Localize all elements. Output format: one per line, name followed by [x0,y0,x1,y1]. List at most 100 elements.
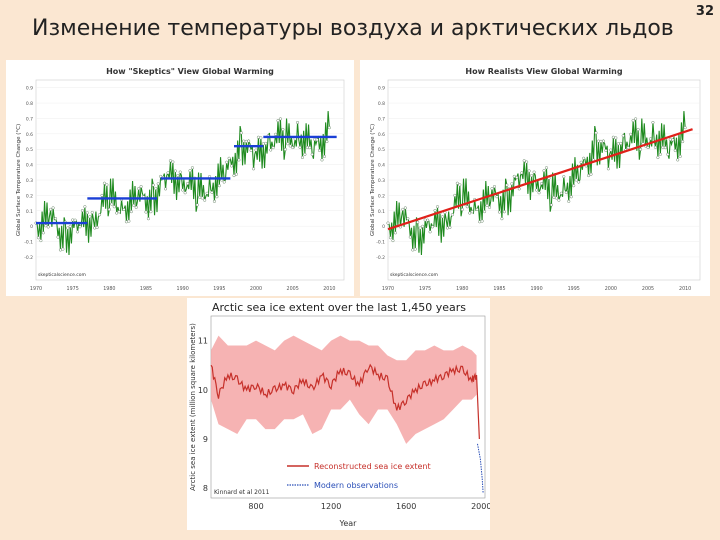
y-tick-label: 0.3 [378,178,385,184]
skeptics-chart-panel: How "Skeptics" View Global Warming Global… [6,60,354,296]
y-tick-label: 0.9 [378,86,385,92]
temperature-point [532,170,536,174]
temperature-point [261,142,265,146]
temperature-point [520,171,524,175]
x-tick-label: 1985 [140,286,152,292]
temperature-point [88,215,92,219]
temperature-point [408,235,412,239]
temperature-point [274,132,278,136]
temperature-point [515,175,519,179]
temperature-point [455,181,459,185]
temperature-point [587,174,591,178]
plot-frame [210,315,486,499]
temperature-point [264,141,268,145]
temperature-point [448,225,452,229]
temperature-point [549,203,553,207]
temperature-point [557,198,561,202]
temperature-point [579,160,583,164]
temperature-point [222,180,226,184]
temperature-point [242,139,246,143]
chart-title: How "Skeptics" View Global Warming [106,67,274,76]
realist-trend-line [387,128,693,231]
temperature-point [124,220,128,224]
temperature-point [190,166,194,170]
chart-title: Arctic sea ice extent over the last 1,45… [212,301,466,314]
temperature-point [631,119,635,123]
temperature-point [413,247,417,251]
temperature-point [453,193,457,197]
temperature-point [276,119,280,123]
reconstructed-ice-line [210,363,480,439]
temperature-point [303,152,307,156]
temperature-point [569,195,573,199]
y-tick-label: 0.2 [378,193,385,199]
temperature-point [112,205,116,209]
temperature-point [426,218,430,222]
temperature-point [232,174,236,178]
sea-ice-chart-panel: Arctic sea ice extent over the last 1,45… [187,298,490,530]
temperature-point [606,167,610,171]
watermark: skepticalscience.com [38,272,86,278]
temperature-point [554,196,558,200]
temperature-point [296,121,300,125]
temperature-point [327,126,331,130]
x-tick-label: 2000 [250,286,262,292]
temperature-point [298,145,302,149]
y-tick-label: -0.1 [24,240,33,246]
temperature-point [54,217,58,221]
temperature-point [254,148,258,152]
temperature-point [497,210,501,214]
temperature-point [146,217,150,221]
temperature-point [450,213,454,217]
chart-title: How Realists View Global Warming [465,67,622,76]
temperature-point [46,225,50,229]
temperature-point [154,186,158,190]
y-tick-label: 0.6 [378,132,385,138]
temperature-point [490,187,494,191]
temperature-point [188,169,192,173]
temperature-point [485,203,489,207]
temperature-point [98,213,102,217]
temperature-point [411,248,415,252]
y-axis-label: Arctic sea ice extent (million square ki… [189,323,197,491]
temperature-point [681,140,685,144]
x-tick-label: 1970 [382,286,394,292]
y-tick-label: 0.9 [26,86,33,92]
temperature-point [168,159,172,163]
temperature-point [540,182,544,186]
temperature-point [217,184,221,188]
temperature-point [574,178,578,182]
temperature-point [259,136,263,140]
temperature-point [676,158,680,162]
temperature-point [619,141,623,145]
temperature-point [68,224,72,228]
temperature-point [51,206,55,210]
temperature-point [646,146,650,150]
x-axis-label: Year [339,519,358,528]
temperature-point [156,182,160,186]
temperature-point [609,148,613,152]
temperature-point [626,146,630,150]
temperature-point [85,211,89,215]
temperature-point [428,230,432,234]
x-tick-label: 2000 [605,286,617,292]
temperature-point [658,152,662,156]
temperature-point [527,169,531,173]
y-tick-label: 11 [198,337,208,346]
temperature-point [639,147,643,151]
y-tick-label: -0.1 [376,240,385,246]
temperature-point [393,231,397,235]
x-tick-label: 1990 [530,286,542,292]
temperature-point [611,135,615,139]
temperature-point [127,219,131,223]
temperature-point [475,207,479,211]
temperature-point [505,183,509,187]
x-tick-label: 1980 [103,286,115,292]
temperature-point [122,207,126,211]
temperature-point [416,220,420,224]
temperature-point [80,209,84,213]
temperature-point [418,226,422,230]
temperature-point [577,180,581,184]
temperature-point [234,172,238,176]
y-tick-label: 0.3 [26,178,33,184]
